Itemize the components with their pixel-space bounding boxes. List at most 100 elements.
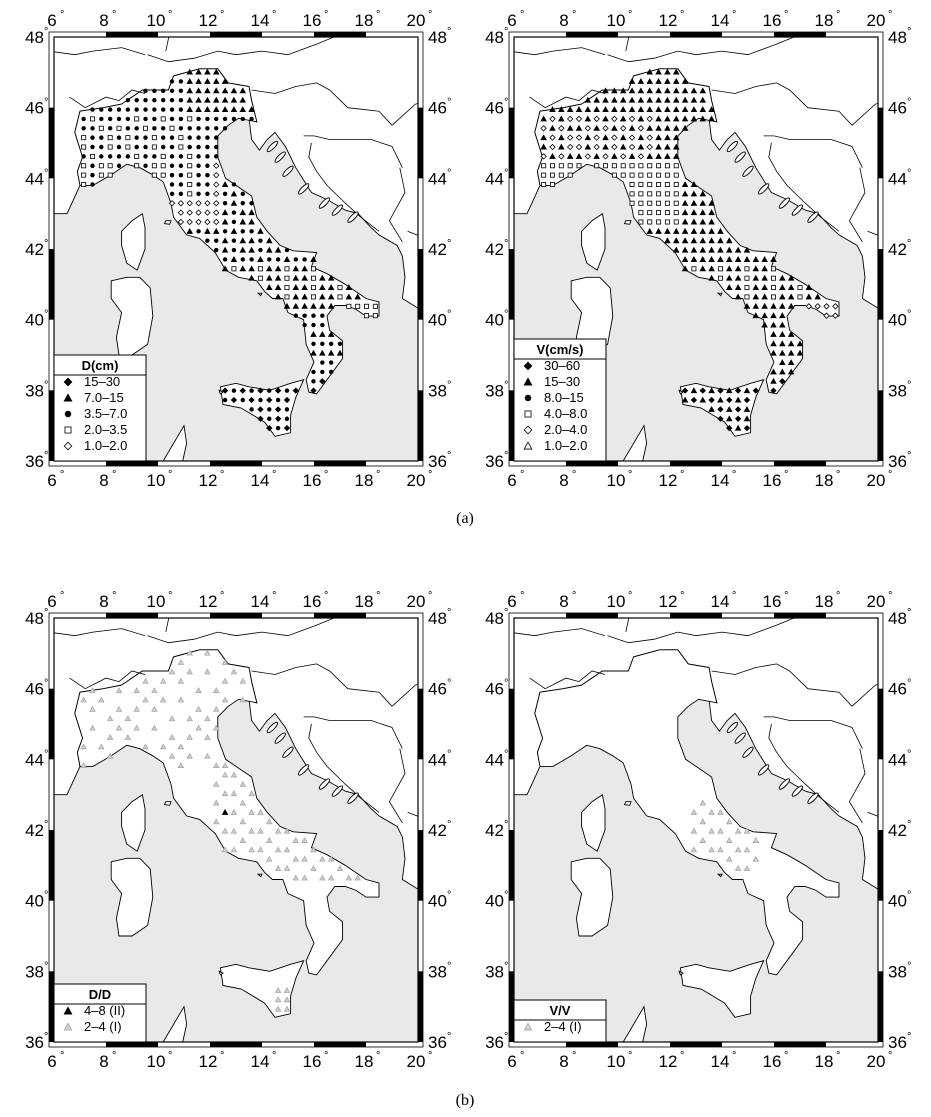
site-marker [178, 126, 184, 131]
site-marker [125, 107, 131, 112]
site-marker [708, 227, 715, 234]
site-marker [168, 200, 176, 207]
lat-tick-label: 36 [485, 452, 504, 471]
site-marker [284, 266, 290, 272]
site-marker [673, 210, 679, 216]
site-marker [708, 246, 715, 253]
dalmatian-island [778, 778, 791, 790]
site-marker [699, 96, 707, 103]
site-marker [575, 124, 583, 131]
degree-mark: ° [44, 167, 48, 179]
site-marker [116, 125, 122, 131]
site-marker [752, 302, 760, 309]
site-marker [177, 218, 185, 226]
degree-mark: ° [907, 379, 911, 391]
site-marker [239, 387, 246, 394]
site-marker [708, 405, 715, 412]
site-marker [187, 172, 193, 178]
site-marker [337, 294, 343, 300]
site-marker [593, 152, 600, 159]
site-marker [169, 88, 175, 94]
site-marker [115, 687, 123, 694]
degree-mark: ° [112, 590, 116, 602]
site-marker [142, 743, 149, 750]
site-marker [593, 115, 600, 123]
site-marker [638, 210, 644, 216]
site-marker [107, 172, 113, 178]
site-marker [310, 266, 316, 272]
site-marker [248, 209, 255, 216]
country-border [763, 716, 863, 749]
site-marker [248, 808, 255, 815]
site-marker [761, 284, 768, 291]
site-marker [302, 322, 307, 328]
site-marker [160, 135, 166, 140]
site-marker [787, 302, 795, 309]
small-island [623, 801, 632, 806]
site-marker [274, 846, 282, 853]
site-marker [646, 124, 653, 131]
site-marker [301, 284, 308, 291]
site-marker [327, 330, 335, 337]
site-marker [726, 284, 733, 291]
lon-tick-label: 14 [251, 1052, 270, 1071]
country-border [388, 167, 406, 243]
site-marker [257, 266, 263, 272]
site-marker [205, 154, 210, 159]
site-marker [646, 106, 653, 113]
site-marker [116, 135, 122, 140]
site-marker [771, 294, 776, 300]
frame-bar [878, 249, 883, 320]
site-marker [770, 302, 777, 309]
site-marker [257, 227, 264, 234]
small-island [256, 873, 263, 878]
site-marker [629, 200, 635, 206]
site-marker [230, 106, 238, 113]
site-marker [336, 865, 344, 872]
site-marker [160, 126, 166, 131]
degree-mark: ° [680, 590, 684, 602]
site-marker [196, 116, 201, 122]
site-marker [204, 77, 211, 84]
site-marker [160, 153, 166, 159]
site-marker [248, 218, 255, 225]
lon-tick-label: 18 [355, 471, 374, 490]
site-marker [301, 274, 308, 281]
frame-bar [670, 32, 722, 37]
site-marker [178, 163, 184, 168]
site-marker [169, 125, 175, 131]
site-marker [283, 302, 291, 309]
lat-tick-label: 46 [428, 680, 447, 699]
degree-mark: ° [44, 890, 48, 902]
site-marker [116, 144, 122, 150]
dalmatian-island [347, 792, 359, 804]
lon-tick-label: 10 [147, 592, 166, 611]
site-marker [726, 424, 733, 432]
lon-tick-label: 18 [815, 592, 834, 611]
site-marker [283, 396, 291, 404]
lon-tick-label: 16 [303, 1052, 322, 1071]
site-marker [90, 135, 95, 140]
site-marker [143, 144, 148, 150]
site-marker [611, 124, 618, 131]
outer-frame [508, 612, 884, 1048]
frame-bar [210, 32, 262, 37]
site-marker [655, 227, 662, 234]
site-marker [734, 387, 742, 394]
site-marker [186, 752, 193, 759]
site-marker [221, 181, 229, 187]
site-marker [310, 302, 317, 309]
site-marker [320, 341, 325, 347]
site-marker [752, 284, 760, 291]
site-marker [575, 152, 583, 159]
site-marker [619, 143, 627, 150]
site-marker [656, 219, 662, 225]
degree-mark: ° [907, 890, 911, 902]
site-marker [628, 134, 636, 141]
site-marker [221, 387, 229, 394]
site-marker [133, 724, 140, 731]
site-marker [151, 687, 158, 694]
site-marker [151, 135, 157, 141]
site-marker [196, 191, 201, 197]
site-marker [186, 227, 193, 234]
